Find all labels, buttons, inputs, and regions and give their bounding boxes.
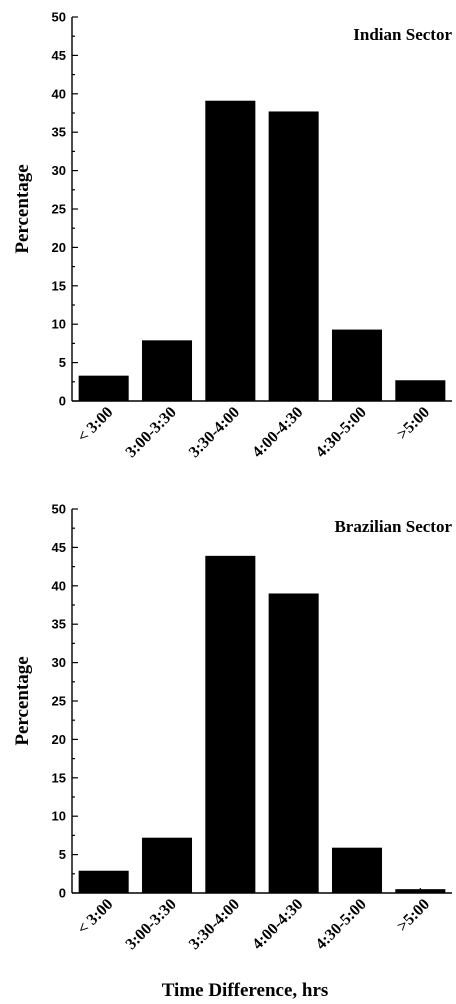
y-tick-label: 40 bbox=[52, 86, 66, 101]
y-tick-label: 5 bbox=[59, 355, 66, 370]
bar-2 bbox=[141, 837, 193, 893]
bar-6 bbox=[395, 380, 446, 401]
y-tick-label: 40 bbox=[52, 578, 66, 593]
x-tick-label: >5:00 bbox=[394, 896, 433, 935]
x-tick-label: >5:00 bbox=[394, 404, 433, 443]
y-tick-label: 15 bbox=[52, 278, 66, 293]
bar-5 bbox=[331, 847, 383, 893]
bar-3 bbox=[205, 555, 256, 893]
bar-4 bbox=[268, 111, 319, 402]
x-tick-label: 4:30-5:00 bbox=[313, 404, 370, 461]
y-tick-label: 15 bbox=[52, 770, 66, 785]
x-tick-label: 3:00-3:30 bbox=[123, 404, 180, 461]
x-tick-label: 4:00-4:30 bbox=[249, 404, 306, 461]
x-tick-label: < 3:00 bbox=[74, 404, 116, 446]
y-tick-label: 20 bbox=[52, 240, 66, 255]
y-tick-label: 50 bbox=[52, 10, 66, 25]
bar-4 bbox=[268, 593, 319, 893]
y-tick-label: 30 bbox=[52, 163, 66, 178]
bar-5 bbox=[331, 329, 383, 401]
y-tick-label: 20 bbox=[52, 732, 66, 747]
y-tick-label: 45 bbox=[52, 540, 66, 555]
y-axis-title: Percentage bbox=[12, 164, 33, 253]
y-tick-label: 35 bbox=[52, 617, 66, 632]
y-tick-label: 10 bbox=[52, 317, 66, 332]
y-tick-label: 0 bbox=[59, 886, 66, 901]
y-tick-label: 45 bbox=[52, 48, 66, 63]
x-tick-label: 3:00-3:30 bbox=[123, 896, 180, 953]
x-tick-label: 4:30-5:00 bbox=[313, 896, 370, 953]
x-axis-title: Time Difference, hrs bbox=[162, 980, 329, 1001]
bar-3 bbox=[205, 100, 256, 401]
x-tick-label: < 3:00 bbox=[74, 896, 116, 938]
y-axis-title: Percentage bbox=[12, 656, 33, 745]
y-tick-label: 35 bbox=[52, 125, 66, 140]
y-tick-label: 50 bbox=[52, 502, 66, 517]
y-tick-label: 0 bbox=[59, 394, 66, 409]
y-tick-label: 5 bbox=[59, 847, 66, 862]
y-tick-label: 10 bbox=[52, 809, 66, 824]
y-tick-label: 25 bbox=[52, 694, 66, 709]
x-tick-label: 3:30-4:00 bbox=[186, 404, 243, 461]
x-tick-label: 3:30-4:00 bbox=[186, 896, 243, 953]
panel-title: Indian Sector bbox=[353, 25, 452, 44]
x-tick-label: 4:00-4:30 bbox=[249, 896, 306, 953]
bar-1 bbox=[78, 870, 129, 893]
y-tick-label: 25 bbox=[52, 202, 66, 217]
bar-2 bbox=[141, 340, 193, 401]
panel-title: Brazilian Sector bbox=[334, 517, 452, 536]
y-tick-label: 30 bbox=[52, 655, 66, 670]
